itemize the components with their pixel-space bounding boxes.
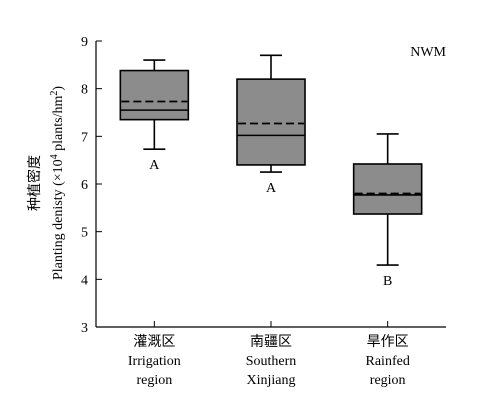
- box-iqr: [119, 69, 190, 121]
- category-label-cn: 旱作区: [367, 334, 409, 350]
- y-axis-label-cn: 种植密度: [26, 155, 43, 211]
- box-iqr: [236, 78, 306, 166]
- y-axis-label-group: 种植密度 Planting denisty (×104 plants/hm2): [26, 86, 66, 280]
- y-axis-label-part: Planting denisty (×10: [51, 159, 66, 280]
- category-label-en-line2: region: [136, 373, 172, 388]
- panel-annotation: NWM: [410, 45, 446, 60]
- category-label-en-line1: Southern: [246, 354, 297, 369]
- significance-letter: B: [383, 274, 392, 289]
- y-tick-label: 8: [81, 83, 88, 98]
- axes: 3 4 5 6 7 8 9: [81, 35, 446, 336]
- y-axis-label-part: plants/hm: [51, 96, 66, 155]
- significance-letter: A: [266, 181, 277, 196]
- y-axis-label-en: Planting denisty (×104 plants/hm2): [49, 86, 67, 280]
- y-axis-label-superscript: 2: [49, 91, 60, 96]
- category-label-en-line1: Irrigation: [128, 354, 181, 369]
- category-label-en-line2: Xinjiang: [247, 373, 296, 388]
- category-label-cn: 灌溉区: [133, 334, 175, 350]
- box-iqr: [352, 163, 423, 215]
- category-label-en-line2: region: [370, 373, 406, 388]
- y-tick-label: 6: [81, 178, 88, 193]
- boxes: [119, 54, 423, 266]
- y-tick-label: 4: [81, 273, 88, 288]
- category-label-cn: 南疆区: [250, 334, 292, 350]
- y-tick-label: 3: [81, 321, 88, 336]
- y-axis-label-superscript: 4: [49, 154, 60, 159]
- y-axis-label-part: ): [51, 86, 66, 91]
- y-tick-label: 5: [81, 226, 88, 241]
- significance-letter: A: [149, 158, 160, 173]
- y-tick-label: 9: [81, 35, 88, 50]
- category-label-en-line1: Rainfed: [366, 354, 410, 369]
- y-tick-label: 7: [81, 130, 88, 145]
- labels: A 灌溉区 Irrigation region A 南疆区 Southern Xinjiang…: [128, 158, 410, 388]
